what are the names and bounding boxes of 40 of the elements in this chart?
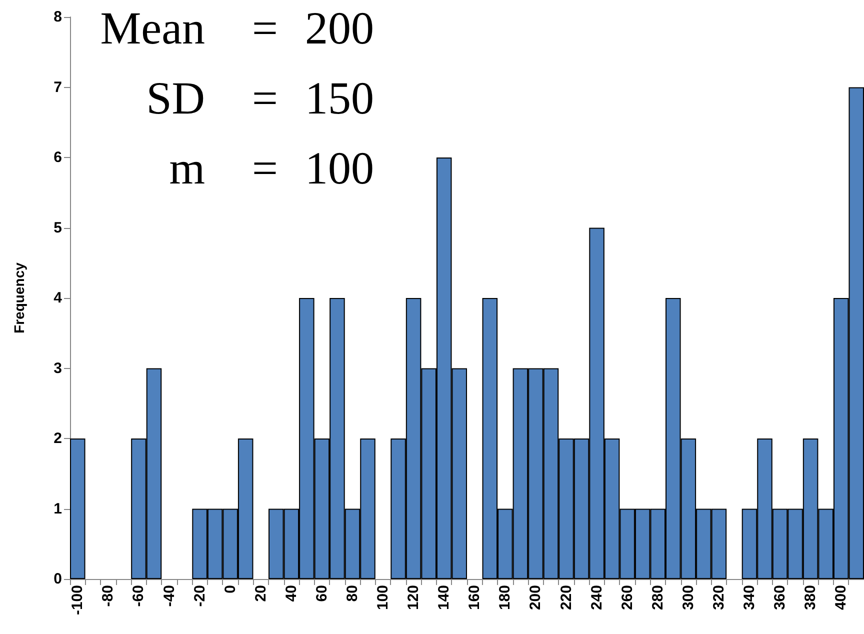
- bar: [70, 438, 86, 579]
- x-tick-label: 260: [618, 585, 636, 610]
- y-tick-label: 2: [54, 430, 62, 447]
- x-tick-label: 0: [222, 585, 239, 594]
- x-tick-label: 20: [252, 585, 270, 602]
- annotation: m = 100: [169, 142, 374, 194]
- y-tick-label: 4: [54, 290, 63, 306]
- x-tick-label: -40: [160, 585, 178, 607]
- x-tick-label: 240: [588, 585, 606, 610]
- x-tick-label: 320: [710, 585, 728, 610]
- y-tick-label: 1: [54, 500, 62, 518]
- x-tick-label: -20: [191, 585, 208, 607]
- x-tick-label: 200: [527, 585, 544, 610]
- x-tick-label: -80: [100, 585, 117, 607]
- x-tick-label: 40: [282, 585, 300, 602]
- x-tick-label: -60: [130, 585, 148, 607]
- x-tick-label: 100: [374, 585, 392, 610]
- x-tick-label: 280: [649, 585, 666, 610]
- y-tick-label: 0: [54, 570, 62, 588]
- y-tick-label: 8: [54, 8, 62, 26]
- x-tick-label: 160: [466, 585, 484, 610]
- x-tick-label: 380: [802, 585, 820, 610]
- x-tick-label: 340: [740, 585, 758, 610]
- x-tick-label: 400: [832, 585, 850, 610]
- x-tick-label: 80: [344, 585, 361, 602]
- annotation: Mean = 200: [100, 2, 374, 54]
- y-tick-label: 6: [54, 149, 62, 166]
- y-tick-label: 7: [54, 78, 62, 96]
- x-tick-label: 180: [496, 585, 514, 610]
- y-tick-label: 5: [54, 219, 62, 236]
- x-tick-label: 300: [680, 585, 697, 610]
- annotation: SD = 150: [146, 72, 374, 124]
- x-tick-label: 60: [313, 585, 330, 602]
- y-axis-title: Frequency: [11, 262, 27, 334]
- x-tick-label: 360: [772, 585, 789, 610]
- x-tick-label: 140: [436, 585, 453, 610]
- y-tick-label: 3: [54, 360, 62, 377]
- x-tick-label: -100: [69, 585, 86, 616]
- x-tick-label: 220: [558, 585, 575, 610]
- x-tick-label: 120: [405, 585, 422, 610]
